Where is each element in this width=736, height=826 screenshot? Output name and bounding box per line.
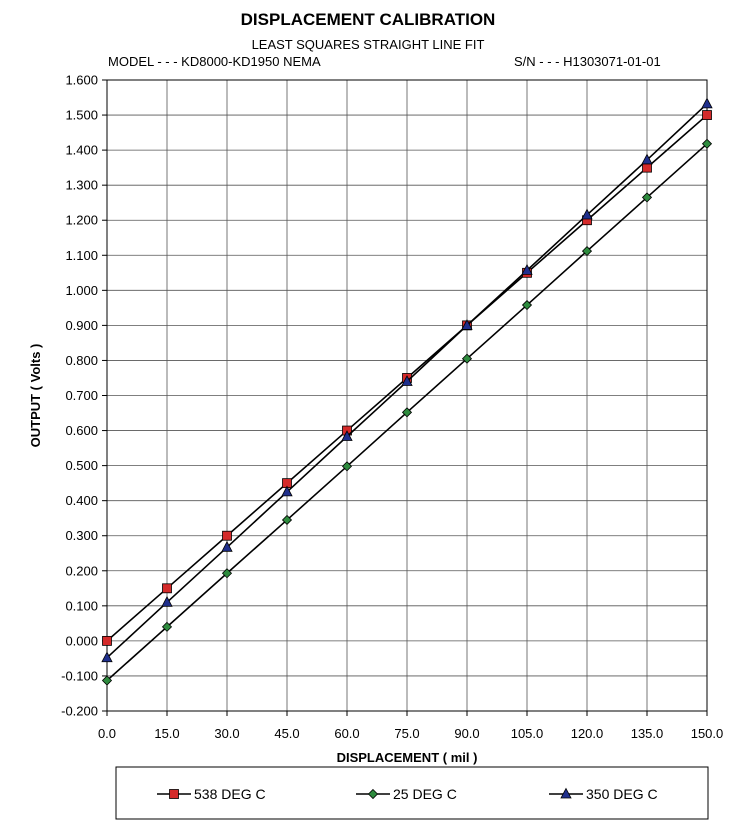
y-tick-label: 1.400 [65,143,98,158]
series-diamond [101,138,713,686]
y-tick-label: 0.100 [65,598,98,613]
data-point [101,675,113,686]
x-tick-label: 120.0 [571,726,604,741]
legend-label: 538 DEG C [194,786,266,802]
x-tick-label: 0.0 [98,726,116,741]
data-point [701,138,713,149]
x-axis: 0.0 15.0 30.0 45.0 60.0 75.0 90.0 105.0 120.0 135… [98,711,723,741]
data-point [461,319,473,330]
data-point [221,540,233,552]
chart-subtitle: LEAST SQUARES STRAIGHT LINE FIT [251,37,485,52]
x-tick-label: 60.0 [334,726,359,741]
series-layer [101,97,713,686]
y-tick-label: 0.300 [65,528,98,543]
y-tick-label: 0.400 [65,493,98,508]
legend-marker [367,788,379,800]
y-tick-label: 0.600 [65,423,98,438]
data-point [102,635,112,646]
data-point [281,485,293,497]
data-point [161,595,173,607]
data-point [222,530,232,541]
data-point [401,407,413,418]
data-point [341,430,353,441]
x-tick-label: 75.0 [394,726,419,741]
y-tick-label: 0.000 [65,633,98,648]
y-tick-label: 0.800 [65,353,98,368]
x-tick-label: 30.0 [214,726,239,741]
x-tick-label: 105.0 [511,726,544,741]
y-tick-label: 1.300 [65,178,98,193]
y-tick-label: 1.600 [65,73,98,88]
y-tick-label: 1.000 [65,283,98,298]
model-label: MODEL - - - KD8000-KD1950 NEMA [108,54,321,69]
series-triangle [101,97,713,663]
serial-number-label: S/N - - - H1303071-01-01 [514,54,661,69]
legend-label: 350 DEG C [586,786,658,802]
y-axis: -0.200 -0.100 0.000 0.100 0.200 0.300 0.400 0.5… [61,73,107,719]
legend-label: 25 DEG C [393,786,457,802]
data-point [581,246,593,257]
data-point [521,299,533,311]
y-tick-label: 0.700 [65,388,98,403]
y-tick-label: 0.500 [65,458,98,473]
y-tick-label: 0.200 [65,563,98,578]
data-point [161,621,173,632]
x-tick-label: 45.0 [274,726,299,741]
data-point [642,162,652,173]
data-point [461,353,473,364]
data-point [401,375,413,386]
legend-marker [169,789,179,799]
x-tick-label: 90.0 [454,726,479,741]
data-point [341,461,353,472]
legend-item: 538 DEG C [157,786,266,802]
x-tick-label: 135.0 [631,726,664,741]
grid [106,79,708,712]
y-tick-label: 1.100 [65,248,98,263]
legend-item: 25 DEG C [356,786,457,802]
data-point [581,208,593,220]
legend-items: 538 DEG C 25 DEG C 350 DEG C [157,786,658,802]
data-point [701,97,713,109]
y-tick-label: -0.100 [61,668,98,683]
y-tick-label: 1.200 [65,213,98,228]
y-tick-label: 0.900 [65,318,98,333]
data-point [521,263,533,275]
legend [115,766,709,820]
data-point [162,583,172,594]
y-tick-label: -0.200 [61,704,98,719]
y-axis-label: OUTPUT ( Volts ) [28,344,43,448]
data-point [702,110,712,120]
chart-title: DISPLACEMENT CALIBRATION [240,10,496,29]
data-point [641,192,653,203]
legend-item: 350 DEG C [549,786,658,802]
x-tick-label: 15.0 [154,726,179,741]
x-tick-label: 150.0 [691,726,724,741]
y-tick-label: 1.500 [65,108,98,123]
legend-marker [560,787,572,799]
x-axis-label: DISPLACEMENT ( mil ) [337,750,478,765]
data-point [101,651,113,663]
data-point [281,514,293,526]
data-point [221,568,233,579]
data-point [641,153,653,165]
